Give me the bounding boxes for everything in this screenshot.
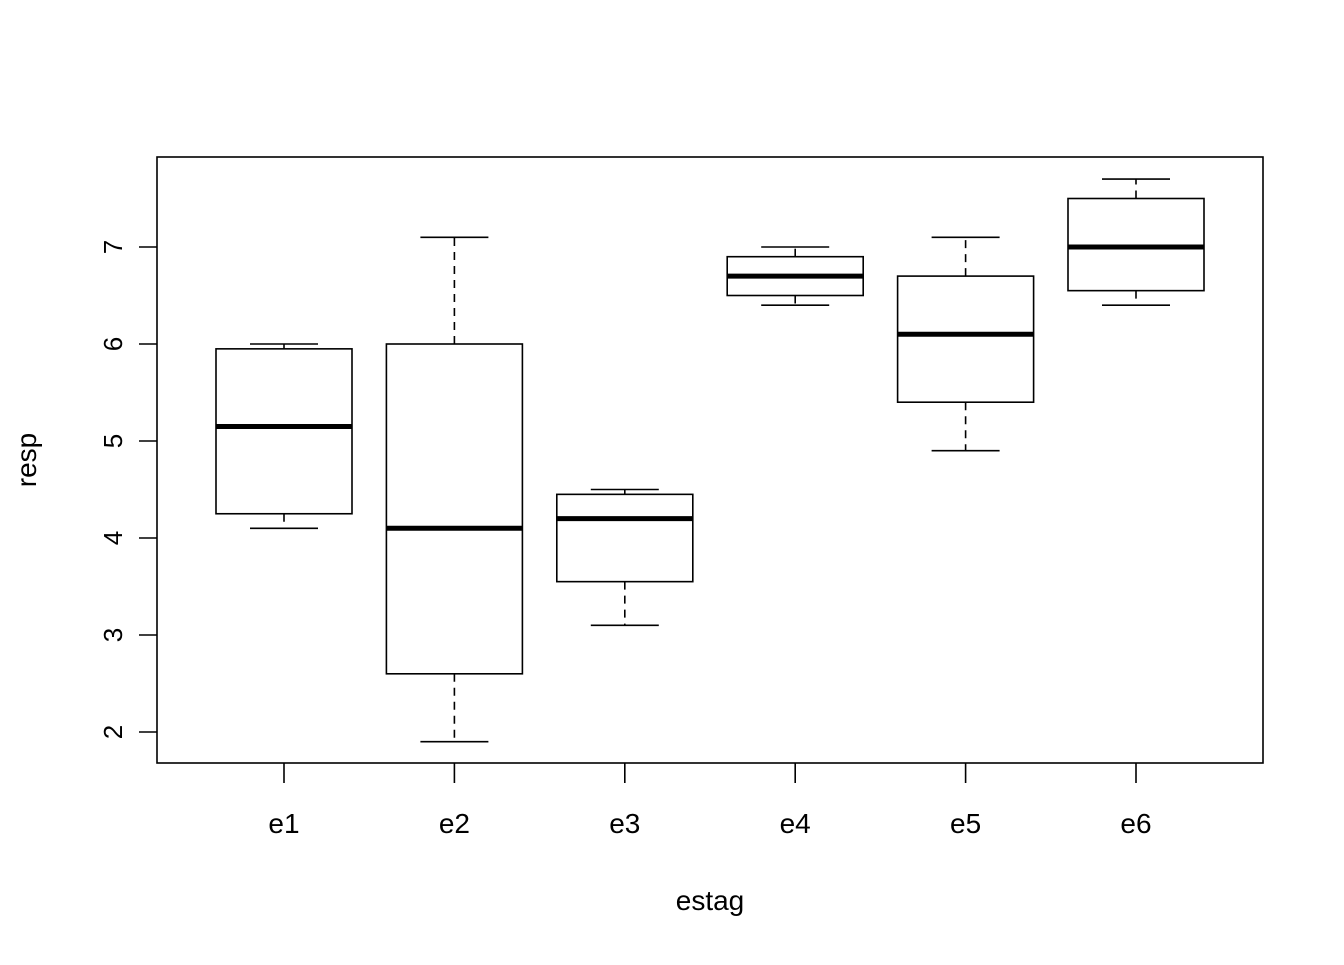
box-series [215, 178, 1205, 743]
box-e5 [896, 275, 1035, 404]
y-tick-label: 7 [98, 240, 128, 254]
y-tick-label: 4 [98, 531, 128, 545]
y-tick-label: 2 [98, 725, 128, 739]
y-axis-label: resp [11, 433, 42, 487]
x-tick-label: e5 [950, 808, 981, 839]
plot-frame [156, 156, 1264, 764]
x-tick-label: e2 [439, 808, 470, 839]
y-tick-label: 3 [98, 628, 128, 642]
y-tick-label: 5 [98, 434, 128, 448]
box-e2 [385, 343, 524, 675]
x-axis-label: estag [676, 885, 745, 916]
y-axis: 2 3 4 5 6 7 [98, 240, 157, 739]
x-tick-label: e4 [780, 808, 811, 839]
x-tick-label: e6 [1120, 808, 1151, 839]
x-tick-label: e3 [609, 808, 640, 839]
x-axis: e1 e2 e3 e4 e5 e6 [268, 763, 1152, 839]
x-tick-label: e1 [268, 808, 299, 839]
box-e3 [555, 493, 694, 583]
y-tick-label: 6 [98, 337, 128, 351]
box-e1 [215, 348, 353, 515]
